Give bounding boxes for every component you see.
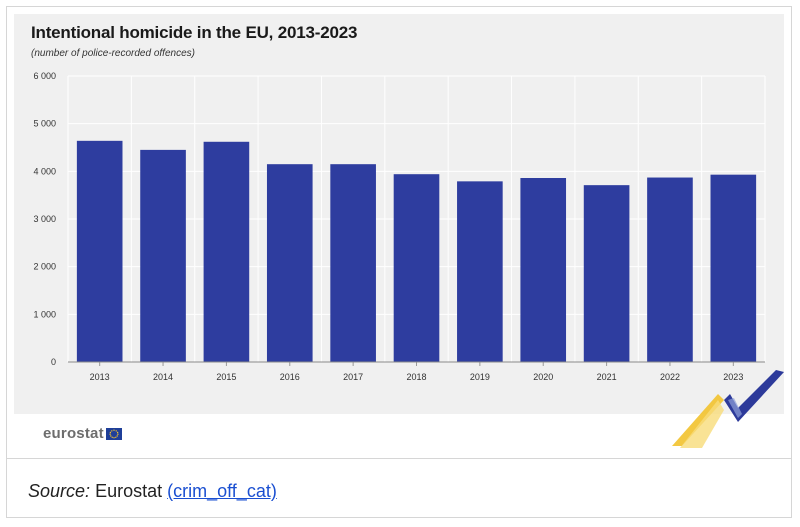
logo-text: eurostat — [43, 425, 104, 442]
x-tick-label: 2019 — [470, 372, 490, 382]
source-dataset-link[interactable]: (crim_off_cat) — [167, 481, 277, 501]
x-tick-label: 2020 — [533, 372, 553, 382]
bar-chart: 0 1 000 2 000 3 000 4 000 5 000 6 000 2013 2014 2… — [33, 71, 766, 382]
axes: 0 1 000 2 000 3 000 4 000 5 000 6 000 2013 2014 2… — [33, 71, 765, 382]
bar-2018 — [393, 174, 440, 362]
x-tick-label: 2016 — [280, 372, 300, 382]
x-tick-label: 2022 — [660, 372, 680, 382]
y-tick-label: 3 000 — [33, 214, 56, 224]
eurostat-logo[interactable]: eurostat — [43, 425, 122, 442]
y-tick-label: 0 — [51, 357, 56, 367]
x-tick-label: 2021 — [597, 372, 617, 382]
footer-band — [14, 414, 784, 456]
bars — [76, 140, 757, 362]
bar-2019 — [457, 181, 503, 362]
x-tick-label: 2013 — [90, 372, 110, 382]
x-tick-label: 2015 — [216, 372, 236, 382]
bar-2017 — [330, 164, 376, 362]
x-tick-label: 2017 — [343, 372, 363, 382]
y-tick-label: 1 000 — [33, 309, 56, 319]
source-label: Source: — [28, 481, 91, 501]
source-divider — [7, 458, 791, 459]
brand-swoosh-icon — [672, 370, 784, 448]
y-tick-label: 2 000 — [33, 262, 56, 272]
source-line: Source: Eurostat (crim_off_cat) — [28, 481, 277, 502]
bar-2016 — [266, 164, 313, 362]
bar-2013 — [76, 140, 123, 362]
x-tick-label: 2014 — [153, 372, 173, 382]
eu-flag-icon — [105, 427, 122, 440]
chart-subtitle: (number of police-recorded offences) — [31, 48, 195, 59]
bar-2022 — [647, 177, 693, 362]
x-tick-label: 2018 — [406, 372, 426, 382]
y-tick-label: 5 000 — [33, 119, 56, 129]
chart-title: Intentional homicide in the EU, 2013-202… — [31, 23, 358, 42]
y-tick-label: 4 000 — [33, 166, 56, 176]
x-tick-label: 2023 — [723, 372, 743, 382]
bar-2021 — [583, 185, 630, 362]
source-publisher: Eurostat — [95, 481, 163, 501]
bar-2020 — [520, 178, 567, 362]
y-tick-label: 6 000 — [33, 71, 56, 81]
bar-2015 — [203, 141, 250, 362]
bar-2023 — [710, 174, 757, 362]
bar-2014 — [140, 149, 186, 362]
